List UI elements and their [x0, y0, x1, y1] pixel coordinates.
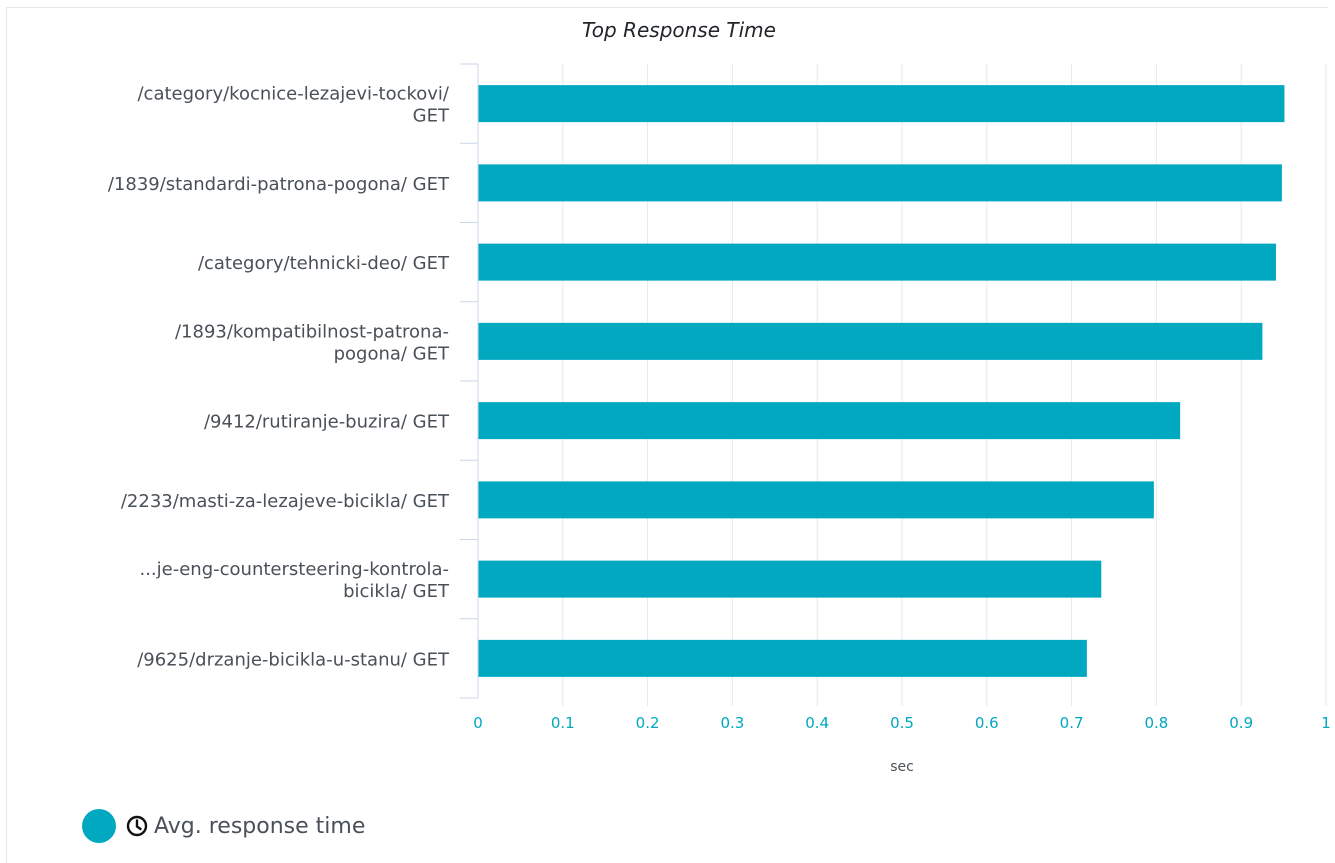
x-tick-labels: 0 0.1 0.2 0.3 0.4 0.5 0.6 0.7 0.8 0.9 1 — [473, 714, 1331, 732]
bar[interactable] — [478, 322, 1263, 360]
category-label: /2233/masti-za-lezajeve-bicikla/ GET — [121, 491, 450, 512]
category-label: ...je-eng-countersteering-kontrola-bicik… — [139, 559, 450, 602]
category-label: /1893/kompatibilnost-patrona-pogona/ GET — [175, 321, 450, 364]
legend-swatch — [82, 809, 116, 843]
clock-icon — [126, 815, 148, 837]
x-tick-label: 0 — [473, 714, 483, 732]
chart-title: Top Response Time — [582, 18, 776, 42]
bar[interactable] — [478, 481, 1154, 519]
category-label: /category/kocnice-lezajevi-tockovi/GET — [137, 84, 450, 127]
gridlines — [562, 64, 1327, 706]
bar-chart: Top Response Time /category/kocnice-leza… — [108, 18, 1331, 775]
x-tick-label: 0.6 — [975, 714, 999, 732]
bar[interactable] — [478, 243, 1276, 281]
legend-label: Avg. response time — [154, 813, 366, 839]
legend[interactable]: Avg. response time — [82, 808, 365, 844]
chart-frame — [6, 7, 1328, 863]
category-labels: /category/kocnice-lezajevi-tockovi/GET/1… — [108, 84, 450, 671]
x-axis-label: sec — [890, 759, 914, 775]
bar[interactable] — [478, 639, 1087, 677]
category-label: /9412/rutiranje-buzira/ GET — [204, 412, 450, 433]
bars — [478, 85, 1285, 677]
x-tick-label: 0.8 — [1144, 714, 1168, 732]
category-label: /9625/drzanje-bicikla-u-stanu/ GET — [137, 649, 450, 670]
x-tick-label: 0.7 — [1060, 714, 1084, 732]
x-tick-label: 0.4 — [805, 714, 829, 732]
x-tick-label: 0.1 — [551, 714, 575, 732]
bar[interactable] — [478, 85, 1285, 123]
x-tick-label: 0.9 — [1229, 714, 1253, 732]
x-tick-label: 0.2 — [636, 714, 660, 732]
x-tick-label: 0.3 — [720, 714, 744, 732]
x-tick-label: 1 — [1321, 714, 1331, 732]
axes — [460, 63, 479, 699]
bar[interactable] — [478, 164, 1282, 202]
category-label: /category/tehnicki-deo/ GET — [198, 253, 450, 274]
bar[interactable] — [478, 560, 1102, 598]
x-tick-label: 0.5 — [890, 714, 914, 732]
bar[interactable] — [478, 402, 1181, 440]
category-label: /1839/standardi-patrona-pogona/ GET — [108, 174, 450, 195]
